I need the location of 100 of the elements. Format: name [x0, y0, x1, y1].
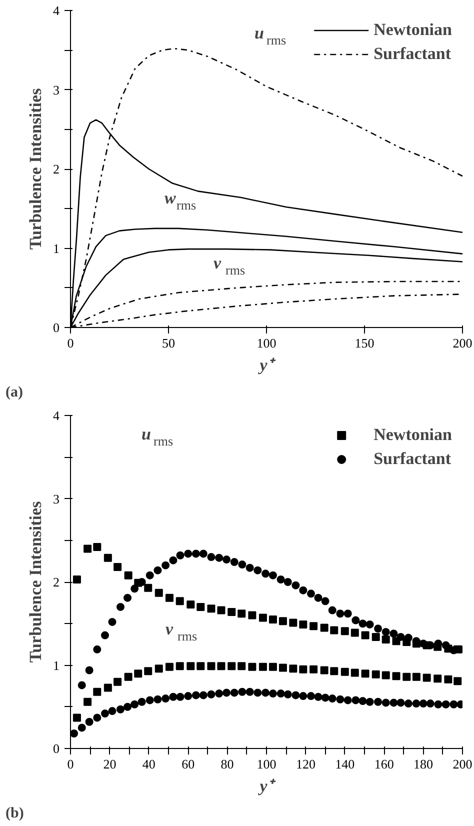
x-tick-label: 150 [354, 336, 374, 350]
legend-label: Surfactant [374, 44, 452, 64]
point [130, 584, 139, 593]
point [130, 700, 139, 708]
y-tick-label: 2 [53, 162, 60, 176]
point [238, 688, 246, 696]
point [284, 690, 292, 698]
point [366, 698, 374, 706]
point [196, 602, 205, 611]
point [434, 700, 442, 708]
point [186, 600, 195, 608]
point [108, 707, 116, 716]
point [372, 670, 380, 678]
point [104, 684, 112, 692]
point [310, 665, 318, 674]
point [450, 700, 458, 708]
point [254, 566, 262, 574]
y-tick-label: 4 [53, 3, 60, 18]
point [93, 645, 102, 654]
point [366, 620, 374, 628]
point [116, 602, 124, 611]
point [93, 543, 102, 552]
text: (b) [6, 806, 24, 822]
x-tick-label: 20 [103, 756, 116, 772]
y-tick-label: 2 [53, 574, 60, 590]
point [184, 692, 192, 700]
point [217, 606, 226, 614]
point [162, 694, 170, 703]
point [70, 730, 78, 738]
point [321, 694, 330, 702]
point [336, 610, 344, 618]
point [268, 662, 277, 671]
point [196, 662, 205, 670]
point [422, 674, 431, 682]
point [289, 664, 298, 673]
point [72, 576, 81, 584]
point [352, 616, 360, 624]
point [146, 696, 154, 704]
y-axis-title: Turbulence Intensities [26, 88, 45, 250]
point [396, 632, 405, 641]
point [146, 571, 154, 580]
point [340, 627, 349, 636]
point [434, 674, 442, 683]
point [328, 606, 336, 614]
point [444, 675, 452, 684]
point [330, 626, 338, 634]
point [404, 634, 412, 642]
point [268, 690, 277, 698]
x-tick-label: 0 [67, 756, 74, 772]
point [292, 691, 300, 700]
point [262, 688, 270, 697]
point [238, 662, 246, 670]
point [402, 672, 411, 681]
x-tick-label: 100 [256, 336, 276, 350]
point [299, 586, 308, 594]
point [207, 553, 216, 562]
point [100, 631, 109, 640]
point [114, 678, 122, 686]
point [154, 566, 162, 574]
legend-label: Newtonian [374, 20, 452, 40]
point [390, 698, 398, 707]
point [85, 666, 94, 674]
point [321, 597, 330, 606]
x-tick-label: 60 [182, 756, 195, 772]
point [306, 590, 315, 598]
x-tick-label: 180 [414, 756, 434, 772]
point [78, 681, 86, 690]
y-tick-label: 4 [53, 408, 60, 423]
point [93, 714, 102, 722]
point [442, 641, 450, 650]
point [340, 668, 349, 676]
point [352, 696, 360, 704]
point [330, 667, 338, 676]
point [230, 558, 238, 566]
point [350, 628, 359, 637]
point [215, 554, 224, 562]
point [258, 662, 267, 671]
point [207, 604, 216, 613]
point [124, 594, 132, 602]
point [248, 662, 256, 671]
point [262, 570, 270, 578]
point [144, 584, 152, 592]
point [299, 665, 308, 674]
point [292, 581, 300, 590]
point [254, 688, 262, 697]
point [192, 691, 200, 700]
point [442, 700, 450, 708]
point [396, 698, 405, 707]
point [124, 571, 132, 580]
point [116, 705, 124, 714]
point [372, 632, 380, 641]
point [276, 690, 285, 698]
point [238, 560, 246, 569]
point [268, 615, 277, 624]
point [154, 664, 163, 673]
point [72, 714, 81, 722]
point [169, 692, 178, 701]
point [192, 550, 200, 558]
point [314, 594, 322, 602]
point [165, 662, 174, 671]
